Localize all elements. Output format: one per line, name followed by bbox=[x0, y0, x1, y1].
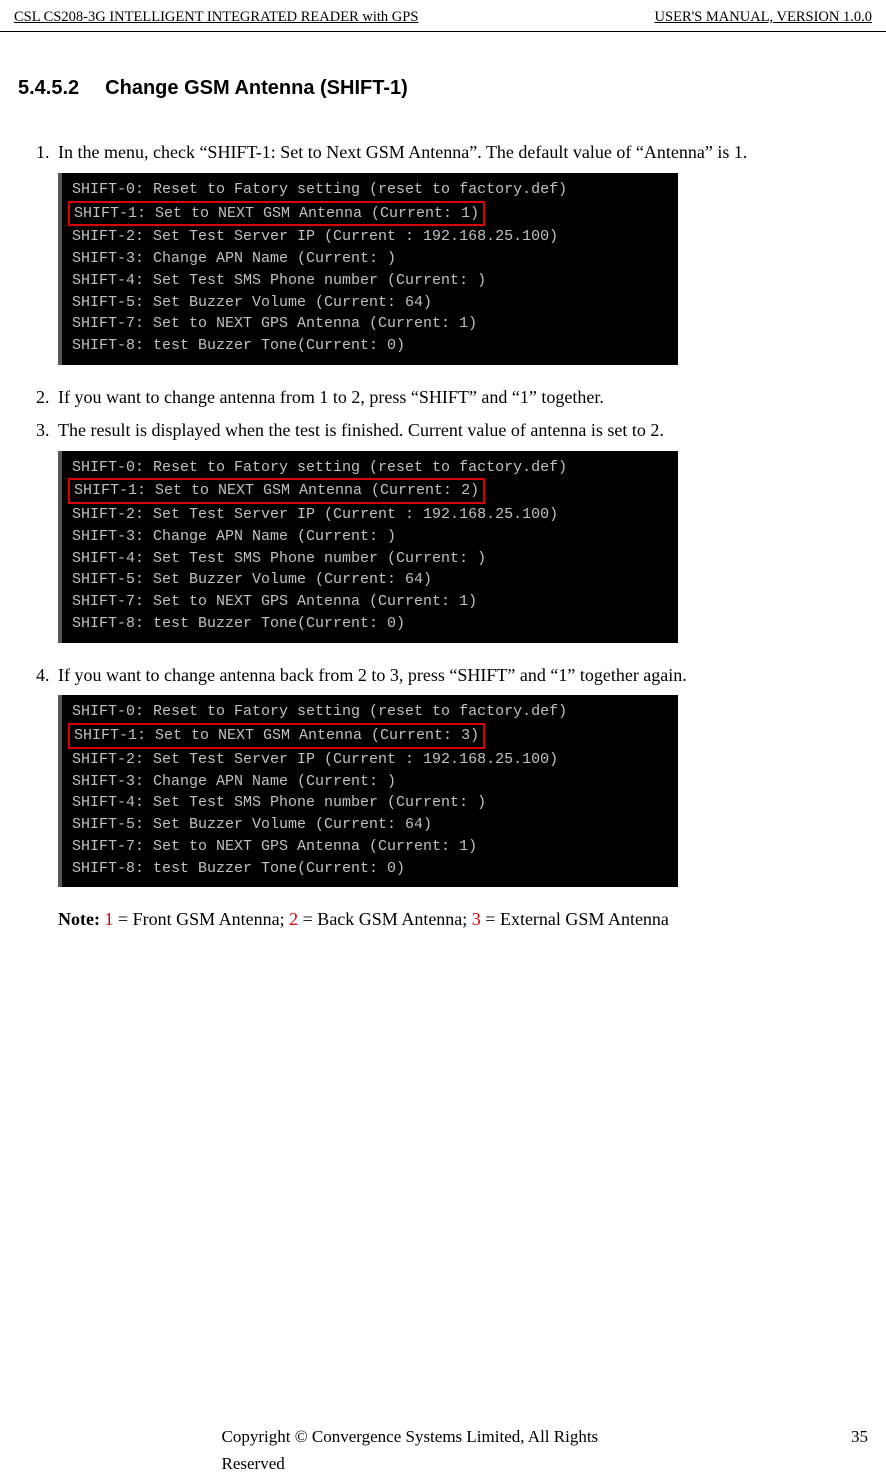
step-4-text: If you want to change antenna back from … bbox=[58, 665, 687, 685]
term-line: SHIFT-3: Change APN Name (Current: ) bbox=[72, 250, 396, 267]
header-right: USER'S MANUAL, VERSION 1.0.0 bbox=[655, 6, 872, 29]
term-line: SHIFT-0: Reset to Fatory setting (reset … bbox=[72, 459, 567, 476]
term-line: SHIFT-4: Set Test SMS Phone number (Curr… bbox=[72, 272, 486, 289]
term-line: SHIFT-0: Reset to Fatory setting (reset … bbox=[72, 181, 567, 198]
step-2: If you want to change antenna from 1 to … bbox=[54, 383, 868, 412]
term-line: SHIFT-8: test Buzzer Tone(Current: 0) bbox=[72, 860, 405, 877]
term-line: SHIFT-2: Set Test Server IP (Current : 1… bbox=[72, 506, 558, 523]
term-line: SHIFT-7: Set to NEXT GPS Antenna (Curren… bbox=[72, 315, 477, 332]
note-num-3: 3 bbox=[472, 909, 481, 929]
step-3-text: The result is displayed when the test is… bbox=[58, 420, 664, 440]
section-heading: 5.4.5.2 Change GSM Antenna (SHIFT-1) bbox=[18, 72, 868, 104]
note-line: Note: 1 = Front GSM Antenna; 2 = Back GS… bbox=[58, 905, 868, 934]
note-text-3: = External GSM Antenna bbox=[481, 909, 669, 929]
term-line: SHIFT-5: Set Buzzer Volume (Current: 64) bbox=[72, 294, 432, 311]
section-title: Change GSM Antenna (SHIFT-1) bbox=[105, 77, 408, 99]
term-line: SHIFT-5: Set Buzzer Volume (Current: 64) bbox=[72, 816, 432, 833]
note-text-2: = Back GSM Antenna; bbox=[298, 909, 472, 929]
note-label: Note: bbox=[58, 909, 100, 929]
header-left: CSL CS208-3G INTELLIGENT INTEGRATED READ… bbox=[14, 6, 418, 29]
term-line: SHIFT-4: Set Test SMS Phone number (Curr… bbox=[72, 550, 486, 567]
term-line: SHIFT-7: Set to NEXT GPS Antenna (Curren… bbox=[72, 593, 477, 610]
step-1: In the menu, check “SHIFT-1: Set to Next… bbox=[54, 138, 868, 365]
term-line: SHIFT-3: Change APN Name (Current: ) bbox=[72, 773, 396, 790]
note-num-2: 2 bbox=[289, 909, 298, 929]
term-line-highlighted: SHIFT-1: Set to NEXT GSM Antenna (Curren… bbox=[68, 723, 485, 749]
term-line-highlighted: SHIFT-1: Set to NEXT GSM Antenna (Curren… bbox=[68, 201, 485, 227]
page-header: CSL CS208-3G INTELLIGENT INTEGRATED READ… bbox=[0, 0, 886, 32]
step-2-text: If you want to change antenna from 1 to … bbox=[58, 387, 604, 407]
term-line: SHIFT-4: Set Test SMS Phone number (Curr… bbox=[72, 794, 486, 811]
page-footer: Copyright © Convergence Systems Limited,… bbox=[0, 1423, 886, 1450]
section-number: 5.4.5.2 bbox=[18, 77, 79, 99]
term-line: SHIFT-0: Reset to Fatory setting (reset … bbox=[72, 703, 567, 720]
note-text-1: = Front GSM Antenna; bbox=[113, 909, 289, 929]
terminal-3: SHIFT-0: Reset to Fatory setting (reset … bbox=[58, 695, 678, 887]
step-3: The result is displayed when the test is… bbox=[54, 416, 868, 643]
term-line: SHIFT-2: Set Test Server IP (Current : 1… bbox=[72, 751, 558, 768]
step-4: If you want to change antenna back from … bbox=[54, 661, 868, 935]
term-line: SHIFT-7: Set to NEXT GPS Antenna (Curren… bbox=[72, 838, 477, 855]
term-line: SHIFT-3: Change APN Name (Current: ) bbox=[72, 528, 396, 545]
term-line: SHIFT-8: test Buzzer Tone(Current: 0) bbox=[72, 337, 405, 354]
term-line: SHIFT-2: Set Test Server IP (Current : 1… bbox=[72, 228, 558, 245]
term-line-highlighted: SHIFT-1: Set to NEXT GSM Antenna (Curren… bbox=[68, 478, 485, 504]
terminal-1: SHIFT-0: Reset to Fatory setting (reset … bbox=[58, 173, 678, 365]
page-content: 5.4.5.2 Change GSM Antenna (SHIFT-1) In t… bbox=[0, 32, 886, 948]
footer-copyright: Copyright © Convergence Systems Limited,… bbox=[222, 1423, 665, 1477]
term-line: SHIFT-8: test Buzzer Tone(Current: 0) bbox=[72, 615, 405, 632]
term-line: SHIFT-5: Set Buzzer Volume (Current: 64) bbox=[72, 571, 432, 588]
footer-page-number: 35 bbox=[851, 1423, 868, 1450]
terminal-2: SHIFT-0: Reset to Fatory setting (reset … bbox=[58, 451, 678, 643]
step-1-text: In the menu, check “SHIFT-1: Set to Next… bbox=[58, 142, 747, 162]
steps-list: In the menu, check “SHIFT-1: Set to Next… bbox=[18, 138, 868, 934]
